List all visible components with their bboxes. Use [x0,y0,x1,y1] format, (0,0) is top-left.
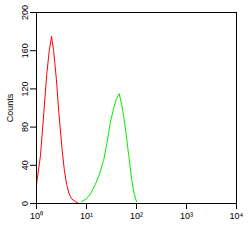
svg-text:10⁴: 10⁴ [230,211,244,221]
svg-text:120: 120 [20,81,30,96]
svg-text:40: 40 [20,160,30,170]
svg-text:0: 0 [20,201,30,206]
svg-text:160: 160 [20,43,30,58]
svg-text:200: 200 [20,5,30,20]
svg-text:10¹: 10¹ [80,211,93,221]
svg-text:10²: 10² [130,211,143,221]
svg-text:10³: 10³ [180,211,193,221]
svg-text:80: 80 [20,122,30,132]
svg-text:Counts: Counts [5,93,15,122]
svg-text:10⁰: 10⁰ [30,211,43,221]
